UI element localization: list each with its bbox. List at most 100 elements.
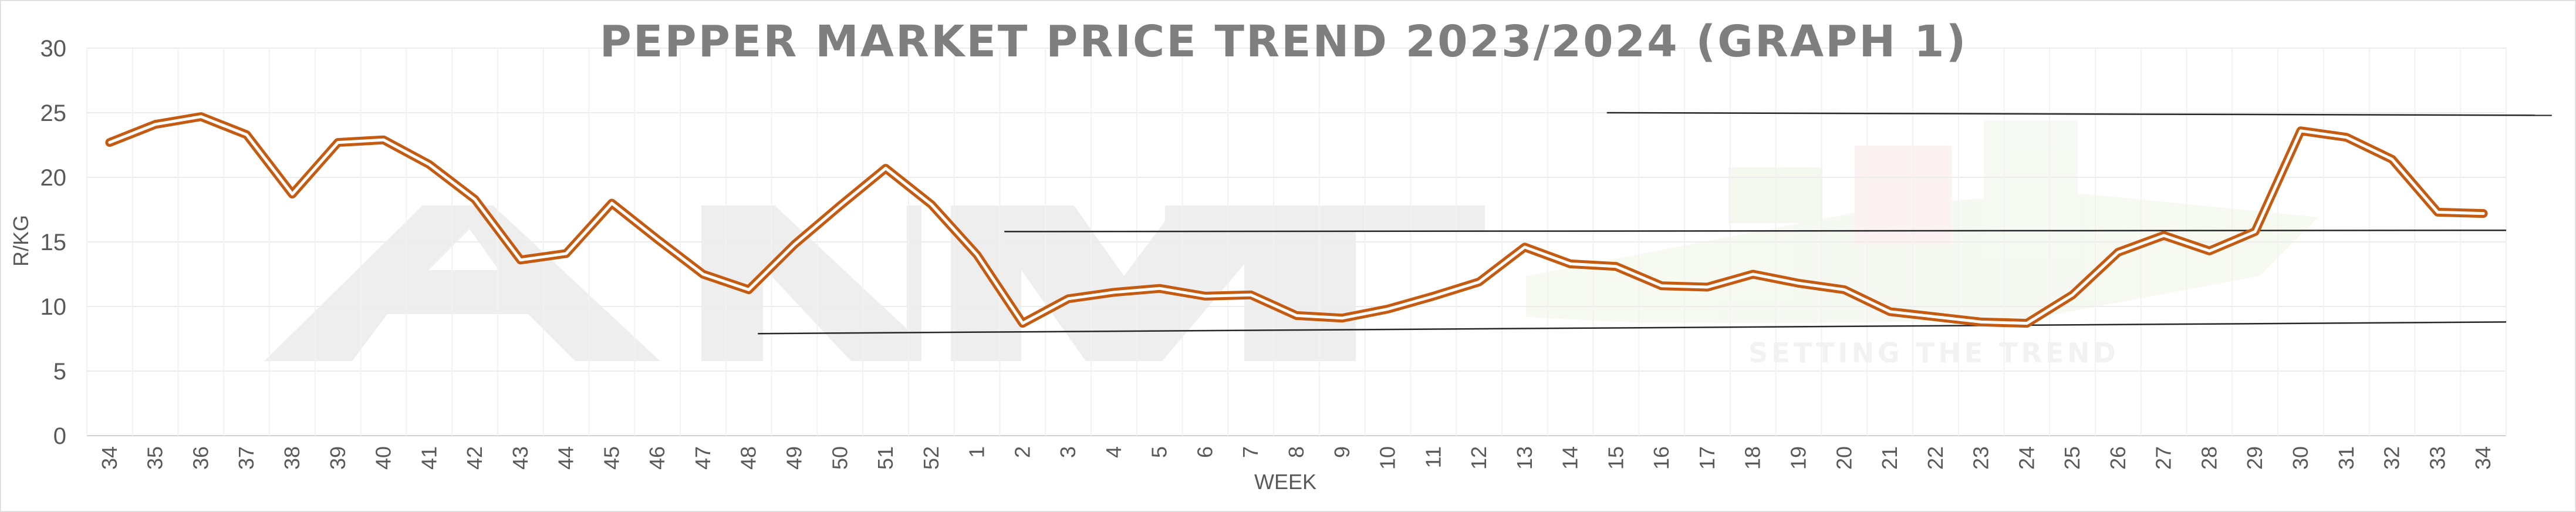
x-tick-label: 41 bbox=[417, 446, 441, 470]
data-point bbox=[703, 274, 704, 275]
data-point bbox=[109, 142, 110, 143]
data-point bbox=[1433, 295, 1434, 297]
data-point bbox=[246, 134, 247, 135]
x-tick-label: 12 bbox=[1467, 446, 1491, 470]
y-axis: 0 5 10 15 20 25 30 bbox=[40, 36, 67, 449]
data-point bbox=[1844, 289, 1845, 290]
x-tick-label: 33 bbox=[2425, 446, 2449, 470]
x-tick-label: 39 bbox=[326, 446, 350, 470]
x-tick-label: 18 bbox=[1741, 446, 1765, 470]
x-tick-label: 10 bbox=[1376, 446, 1400, 470]
x-tick-label: 13 bbox=[1512, 446, 1537, 470]
data-point bbox=[1250, 294, 1251, 295]
data-point bbox=[337, 142, 339, 143]
x-axis-title: WEEK bbox=[1254, 470, 1316, 494]
x-tick-label: 32 bbox=[2380, 446, 2404, 470]
x-tick-label: 26 bbox=[2106, 446, 2130, 470]
data-point bbox=[1707, 287, 1708, 288]
series-group bbox=[105, 112, 2488, 328]
data-point bbox=[885, 168, 886, 169]
x-tick-label: 1 bbox=[965, 446, 989, 458]
y-tick-label: 5 bbox=[53, 359, 66, 385]
x-tick-label: 9 bbox=[1330, 446, 1354, 458]
data-point bbox=[1570, 263, 1571, 264]
gridlines bbox=[86, 48, 2507, 436]
x-tick-label: 28 bbox=[2197, 446, 2221, 470]
data-point bbox=[657, 239, 658, 240]
data-point bbox=[1068, 298, 1069, 299]
data-point bbox=[1889, 311, 1890, 312]
x-tick-label: 2 bbox=[1010, 446, 1034, 458]
data-point bbox=[748, 289, 749, 290]
data-point bbox=[1159, 288, 1160, 289]
x-tick-label: 35 bbox=[143, 446, 167, 470]
y-tick-label: 30 bbox=[40, 36, 67, 62]
x-tick-label: 30 bbox=[2288, 446, 2312, 470]
trendline bbox=[1606, 112, 2552, 116]
data-point bbox=[2437, 211, 2438, 213]
x-tick-label: 20 bbox=[1832, 446, 1856, 470]
x-tick-label: 37 bbox=[234, 446, 258, 470]
data-point bbox=[520, 260, 521, 261]
x-tick-label: 27 bbox=[2152, 446, 2176, 470]
data-point bbox=[155, 124, 156, 125]
series-line-core bbox=[108, 115, 2485, 325]
data-point bbox=[794, 244, 795, 245]
x-axis: 34 35 36 37 38 39 40 41 42 43 44 45 46 47 48 49 50 51 52 1 2… bbox=[97, 446, 2495, 470]
data-point bbox=[931, 204, 932, 205]
x-tick-label: 24 bbox=[2014, 446, 2038, 470]
x-tick-label: 23 bbox=[1969, 446, 1993, 470]
watermark-logo: SETTING THE TREND bbox=[264, 120, 2318, 369]
x-tick-label: 22 bbox=[1923, 446, 1947, 470]
data-point bbox=[2026, 323, 2027, 324]
x-tick-label: 45 bbox=[599, 446, 623, 470]
x-tick-label: 7 bbox=[1238, 446, 1262, 458]
x-tick-label: 31 bbox=[2334, 446, 2358, 470]
data-point bbox=[1981, 321, 1982, 322]
data-point bbox=[428, 164, 430, 165]
data-point bbox=[611, 203, 612, 204]
trendline bbox=[758, 321, 2507, 335]
x-tick-label: 36 bbox=[188, 446, 212, 470]
x-tick-label: 15 bbox=[1603, 446, 1628, 470]
y-axis-title: R/KG bbox=[9, 215, 33, 267]
x-tick-label: 16 bbox=[1649, 446, 1673, 470]
data-point bbox=[1661, 285, 1662, 287]
x-tick-label: 8 bbox=[1284, 446, 1308, 458]
x-tick-label: 52 bbox=[919, 446, 943, 470]
data-point bbox=[977, 254, 978, 255]
x-tick-label: 21 bbox=[1878, 446, 1902, 470]
x-tick-label: 49 bbox=[782, 446, 806, 470]
data-point bbox=[383, 139, 384, 140]
x-tick-label: 42 bbox=[462, 446, 487, 470]
x-tick-label: 11 bbox=[1421, 446, 1445, 468]
data-point bbox=[1113, 292, 1115, 293]
data-point bbox=[1753, 274, 1754, 275]
data-point bbox=[839, 205, 840, 206]
x-tick-label: 5 bbox=[1147, 446, 1171, 458]
data-point bbox=[200, 116, 201, 117]
x-tick-label: 46 bbox=[645, 446, 669, 470]
x-tick-label: 25 bbox=[2060, 446, 2084, 470]
data-point bbox=[1387, 308, 1389, 309]
data-point bbox=[1342, 318, 1343, 319]
x-tick-label: 3 bbox=[1056, 446, 1080, 458]
data-point bbox=[2346, 137, 2347, 138]
x-tick-label: 19 bbox=[1787, 446, 1811, 470]
data-point bbox=[1022, 323, 1023, 324]
x-tick-label: 4 bbox=[1102, 446, 1126, 458]
watermark-text: SETTING THE TREND bbox=[1748, 337, 2119, 369]
x-tick-label: 14 bbox=[1558, 446, 1582, 470]
data-point bbox=[566, 253, 567, 254]
data-point bbox=[1798, 282, 1800, 284]
data-point bbox=[292, 194, 293, 195]
data-point bbox=[2118, 252, 2119, 253]
data-point bbox=[1524, 247, 1525, 248]
x-tick-label: 43 bbox=[508, 446, 532, 470]
y-tick-label: 15 bbox=[40, 230, 67, 255]
x-tick-label: 34 bbox=[2471, 446, 2495, 470]
data-point bbox=[2254, 231, 2256, 232]
data-point bbox=[1935, 316, 1936, 318]
